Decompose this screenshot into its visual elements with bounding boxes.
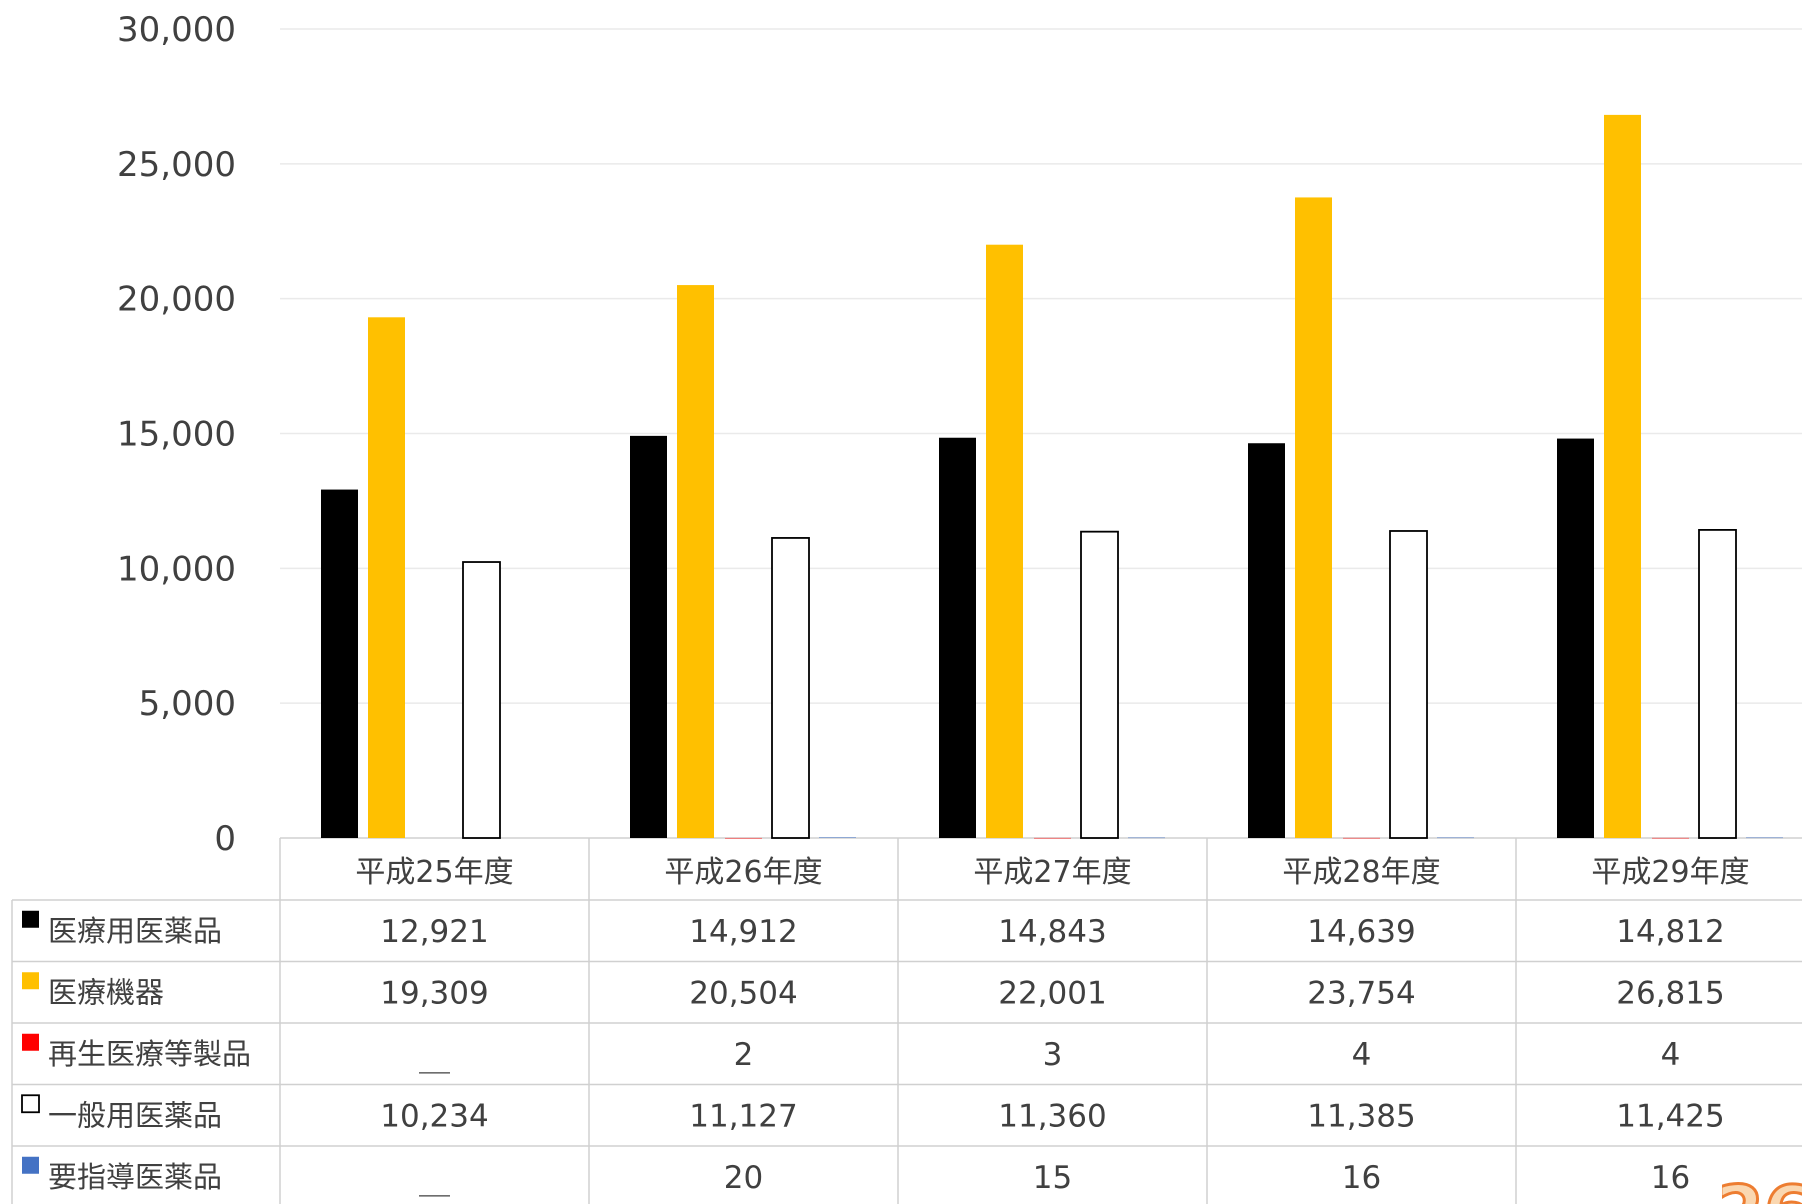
data-label: 11,360	[998, 1098, 1106, 1134]
bar	[1080, 530, 1119, 839]
bar	[1557, 438, 1594, 838]
bar	[986, 244, 1023, 838]
bar	[1652, 837, 1689, 839]
bar	[939, 437, 976, 838]
x-tick-label: 平成27年度	[973, 855, 1131, 890]
data-label: 20	[724, 1160, 763, 1196]
legend-key	[21, 1094, 40, 1114]
gridlines	[280, 28, 1802, 839]
page-number: 26	[1722, 1174, 1802, 1204]
bar	[1437, 837, 1474, 839]
data-label: 11,127	[689, 1098, 797, 1134]
bar	[1128, 837, 1165, 839]
data-label: 19,309	[380, 975, 488, 1011]
data-label: ＿	[419, 1042, 450, 1078]
data-label: 12,921	[380, 914, 488, 950]
bar	[819, 837, 856, 838]
x-tick-label: 平成29年度	[1591, 855, 1749, 890]
data-label: 11,425	[1616, 1098, 1724, 1134]
bar	[630, 435, 667, 838]
legend-label: 要指導医薬品	[48, 1160, 222, 1194]
y-tick-label: 25,000	[117, 145, 236, 185]
data-label: 3	[1043, 1037, 1063, 1073]
y-tick-label: 20,000	[117, 280, 236, 320]
x-tick-label: 平成25年度	[355, 855, 513, 890]
data-label: 16	[1342, 1160, 1381, 1196]
data-label: 14,812	[1616, 914, 1724, 950]
bar	[462, 561, 501, 839]
bar	[677, 285, 714, 839]
legend-label: 再生医療等製品	[48, 1037, 251, 1071]
data-label: 14,912	[689, 914, 797, 950]
bar	[321, 489, 358, 838]
data-label: 15	[1033, 1160, 1072, 1196]
bar	[725, 837, 762, 839]
bar	[1295, 197, 1332, 838]
bars	[321, 114, 1783, 839]
bar	[1698, 529, 1737, 839]
bar	[771, 537, 810, 839]
data-label: 16	[1651, 1160, 1690, 1196]
legend-key	[22, 1033, 39, 1051]
bar	[368, 317, 405, 838]
bar	[1343, 837, 1380, 839]
x-tick-label: 平成26年度	[664, 855, 822, 890]
bar	[1604, 114, 1641, 838]
legend-key	[22, 910, 39, 928]
data-label: 4	[1352, 1037, 1372, 1073]
legend-label: 医療用医薬品	[48, 914, 222, 948]
y-tick-label: 5,000	[139, 684, 236, 724]
data-label: 10,234	[380, 1098, 488, 1134]
data-label: 22,001	[998, 975, 1106, 1011]
x-tick-label: 平成28年度	[1282, 855, 1440, 890]
data-label: 20,504	[689, 975, 797, 1011]
legend-label: 医療機器	[48, 975, 164, 1009]
data-label: 11,385	[1307, 1098, 1415, 1134]
data-label: 4	[1661, 1037, 1681, 1073]
y-tick-label: 10,000	[117, 549, 236, 589]
data-label: 23,754	[1307, 975, 1415, 1011]
legend-key	[22, 972, 39, 990]
legend-key	[22, 1156, 39, 1174]
data-label: 14,843	[998, 914, 1106, 950]
data-label: 14,639	[1307, 914, 1415, 950]
legend-label: 一般用医薬品	[48, 1098, 222, 1132]
bar	[1746, 837, 1783, 839]
y-tick-label: 0	[214, 819, 236, 859]
y-tick-label: 15,000	[117, 415, 236, 455]
bar	[1389, 530, 1428, 839]
data-label: 2	[734, 1037, 754, 1073]
y-axis: 0 5,000 10,000 15,000 20,000 25,000 30,000	[117, 10, 236, 859]
bar	[1248, 443, 1285, 838]
data-label: 26,815	[1616, 975, 1724, 1011]
y-tick-label: 30,000	[117, 10, 236, 50]
data-label: ＿	[419, 1165, 450, 1201]
bar	[1034, 837, 1071, 839]
page-number-badge: 26	[1722, 1174, 1802, 1204]
